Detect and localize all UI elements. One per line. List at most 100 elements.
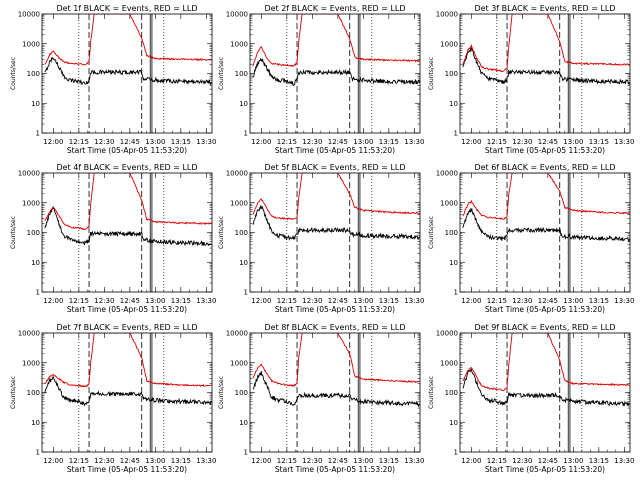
panel-title: Det 1f BLACK = Events, RED = LLD (56, 4, 197, 13)
plot-frame (41, 172, 213, 293)
y-tick-label: 1 (36, 449, 40, 457)
detector-panel: Det 9f BLACK = Events, RED = LLD Counts/s… (428, 323, 634, 474)
y-tick-label: 1000 (440, 199, 458, 207)
lld-series-line (44, 173, 212, 231)
x-tick-label: 13:00 (353, 138, 373, 146)
y-tick-label: 100 (27, 389, 40, 397)
plot-frame (249, 13, 421, 134)
x-tick-label: 13:15 (171, 138, 191, 146)
events-series-line (44, 56, 212, 86)
panel-title: Det 4f BLACK = Events, RED = LLD (56, 163, 197, 172)
events-series-line (462, 368, 630, 408)
y-tick-label: 1000 (230, 199, 248, 207)
y-tick-label: 1 (454, 289, 458, 297)
y-tick-label: 100 (27, 229, 40, 237)
x-tick-label: 13:00 (563, 138, 583, 146)
y-tick-label: 1000 (440, 40, 458, 48)
panel-title: Det 3f BLACK = Events, RED = LLD (474, 4, 615, 13)
x-tick-label: 12:00 (461, 457, 481, 465)
x-tick-label: 13:30 (196, 457, 216, 465)
plot-frame (459, 13, 631, 134)
y-tick-label: 100 (235, 70, 248, 78)
x-tick-label: 12:30 (512, 138, 532, 146)
plot-frame (249, 332, 421, 453)
y-tick-label: 10 (449, 100, 458, 108)
events-series-line (44, 206, 212, 247)
lld-series-line (462, 173, 630, 221)
x-tick-label: 12:00 (43, 297, 63, 305)
x-tick-label: 12:15 (487, 138, 507, 146)
y-tick-label: 10 (31, 419, 40, 427)
x-tick-label: 12:45 (120, 297, 140, 305)
y-axis-label: Counts/sec (218, 376, 225, 409)
x-tick-label: 12:45 (120, 457, 140, 465)
x-tick-label: 12:15 (487, 457, 507, 465)
y-tick-label: 10 (31, 259, 40, 267)
x-tick-label: 12:45 (120, 138, 140, 146)
x-tick-label: 12:00 (251, 457, 271, 465)
y-axis-label: Counts/sec (428, 216, 435, 249)
x-axis-label: Start Time (05-Apr-05 11:53:20) (67, 465, 187, 474)
x-tick-label: 13:30 (614, 138, 634, 146)
y-tick-label: 100 (445, 229, 458, 237)
x-tick-label: 13:00 (145, 297, 165, 305)
y-tick-label: 100 (235, 229, 248, 237)
detector-panel: Det 2f BLACK = Events, RED = LLD Counts/s… (218, 4, 424, 155)
y-tick-label: 1000 (22, 359, 40, 367)
x-axis-label: Start Time (05-Apr-05 11:53:20) (485, 465, 605, 474)
x-tick-label: 12:15 (487, 297, 507, 305)
y-axis-label: Counts/sec (10, 376, 17, 409)
x-tick-label: 12:15 (69, 138, 89, 146)
y-tick-label: 100 (445, 70, 458, 78)
x-tick-label: 12:45 (328, 138, 348, 146)
y-tick-label: 1000 (22, 40, 40, 48)
y-tick-label: 10000 (226, 11, 248, 19)
x-tick-label: 12:45 (538, 297, 558, 305)
panel-title: Det 6f BLACK = Events, RED = LLD (474, 163, 615, 172)
y-tick-label: 10 (239, 259, 248, 267)
y-tick-label: 10000 (18, 330, 40, 338)
x-tick-label: 12:30 (512, 457, 532, 465)
lld-series-line (44, 14, 212, 66)
detector-panel: Det 5f BLACK = Events, RED = LLD Counts/s… (218, 163, 424, 314)
x-tick-label: 13:30 (404, 297, 424, 305)
x-tick-label: 13:15 (379, 457, 399, 465)
y-tick-label: 1 (244, 289, 248, 297)
y-tick-label: 1000 (230, 359, 248, 367)
x-tick-label: 12:30 (302, 457, 322, 465)
y-tick-label: 1000 (22, 199, 40, 207)
y-tick-label: 1 (36, 130, 40, 138)
detector-panel: Det 8f BLACK = Events, RED = LLD Counts/s… (218, 323, 424, 474)
lld-series-line (252, 173, 420, 221)
x-tick-label: 12:45 (328, 457, 348, 465)
x-tick-label: 13:00 (353, 297, 373, 305)
x-axis-label: Start Time (05-Apr-05 11:53:20) (485, 305, 605, 314)
panel-title: Det 2f BLACK = Events, RED = LLD (264, 4, 405, 13)
events-series-line (462, 46, 630, 85)
x-tick-label: 13:00 (145, 457, 165, 465)
x-tick-label: 13:15 (171, 297, 191, 305)
detector-panel: Det 3f BLACK = Events, RED = LLD Counts/s… (428, 4, 634, 155)
y-axis-label: Counts/sec (218, 57, 225, 90)
y-tick-label: 1 (454, 449, 458, 457)
lld-series-line (462, 333, 630, 392)
x-axis-label: Start Time (05-Apr-05 11:53:20) (67, 146, 187, 155)
y-tick-label: 10 (239, 100, 248, 108)
x-tick-label: 12:30 (302, 297, 322, 305)
x-axis-label: Start Time (05-Apr-05 11:53:20) (485, 146, 605, 155)
y-tick-label: 10000 (18, 170, 40, 178)
x-tick-label: 13:15 (589, 138, 609, 146)
x-tick-label: 13:30 (196, 138, 216, 146)
events-series-line (252, 371, 420, 408)
lld-series-line (252, 14, 420, 67)
y-axis-label: Counts/sec (428, 57, 435, 90)
y-axis-label: Counts/sec (10, 57, 17, 90)
detector-panel: Det 4f BLACK = Events, RED = LLD Counts/s… (10, 163, 216, 314)
x-tick-label: 12:45 (538, 457, 558, 465)
x-tick-label: 12:45 (328, 297, 348, 305)
detector-panel: Det 7f BLACK = Events, RED = LLD Counts/s… (10, 323, 216, 474)
events-series-line (44, 376, 212, 407)
y-axis-label: Counts/sec (428, 376, 435, 409)
lld-series-line (252, 333, 420, 387)
x-tick-label: 13:15 (379, 297, 399, 305)
